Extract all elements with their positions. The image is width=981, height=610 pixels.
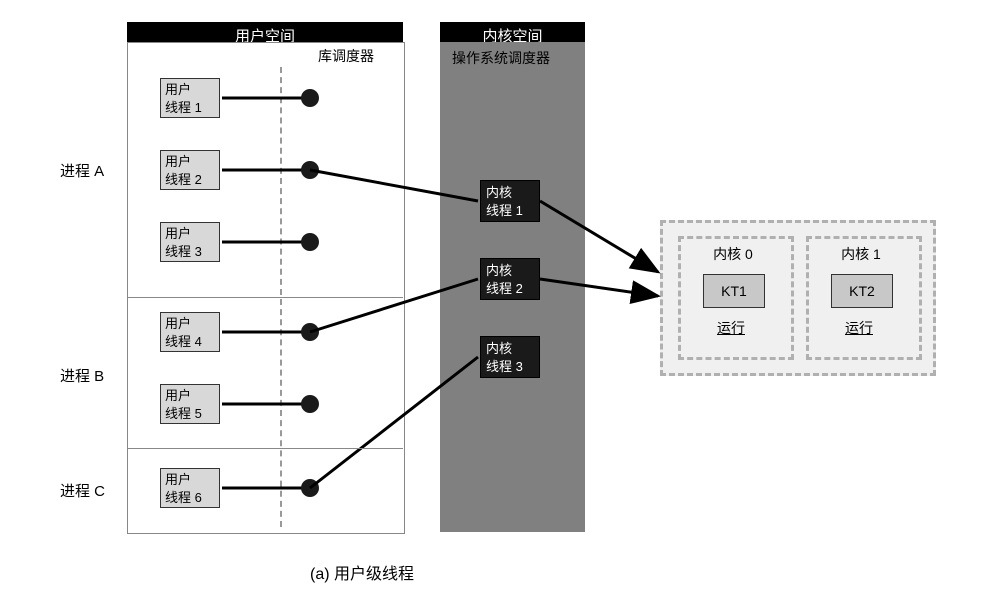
user-thread-box: 用户线程 3 [160,222,220,262]
core-run-label: 运行 [845,318,873,338]
user-thread-box: 用户线程 6 [160,468,220,508]
process-label: 进程 B [60,365,104,386]
core-label: 内核 0 [688,244,778,264]
core-label: 内核 1 [816,244,906,264]
process-divider [127,297,403,298]
kernel-thread-box: 内核线程 2 [480,258,540,300]
kernel-thread-box: 内核线程 3 [480,336,540,378]
user-thread-box: 用户线程 5 [160,384,220,424]
core-thread-box: KT2 [831,274,893,308]
core-run-label: 运行 [717,318,745,338]
process-label: 进程 C [60,480,105,501]
process-divider [127,448,403,449]
kernel-thread-box: 内核线程 1 [480,180,540,222]
user-thread-box: 用户线程 2 [160,150,220,190]
user-thread-box: 用户线程 1 [160,78,220,118]
library-scheduler-label: 库调度器 [318,46,374,66]
diagram-canvas: 用户空间 库调度器 内核空间 操作系统调度器 (a) 用户级线程 进程 A进程 … [0,0,981,610]
diagram-caption: (a) 用户级线程 [310,560,414,584]
os-scheduler-label: 操作系统调度器 [452,48,550,68]
process-label: 进程 A [60,160,104,181]
user-thread-box: 用户线程 4 [160,312,220,352]
core-thread-box: KT1 [703,274,765,308]
